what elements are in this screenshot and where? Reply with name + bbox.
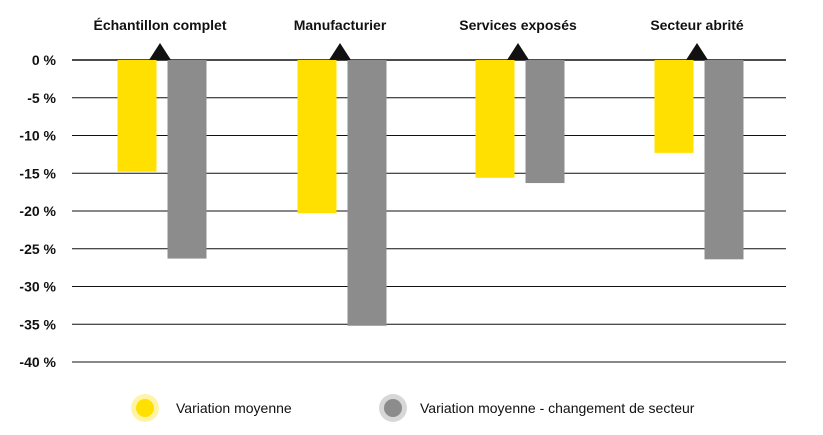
bar-changement-secteur [167,60,207,259]
category-marker-triangle [329,43,351,60]
bar-variation-moyenne [475,60,515,178]
y-tick-label: -5 % [27,90,56,106]
bar-variation-moyenne [297,60,337,214]
legend-swatch [136,399,154,417]
category-marker-triangle [507,43,529,60]
bar-changement-secteur [347,60,387,326]
category-labels: Échantillon complet Manufacturier Services… [93,17,743,33]
category-label: Manufacturier [294,17,387,33]
y-tick-label: -25 % [19,241,56,257]
y-axis-ticks: 0 % -5 % -10 % -15 % -20 % -25 % -30 % -35 % -40… [19,52,56,370]
category-marker-triangle [686,43,708,60]
category-label: Secteur abrité [650,17,744,33]
y-tick-label: 0 % [32,52,57,68]
bars [117,60,744,326]
y-tick-label: -10 % [19,128,56,144]
legend-swatch [384,399,402,417]
bar-variation-moyenne [654,60,694,153]
y-tick-label: -15 % [19,165,56,181]
y-tick-label: -40 % [19,354,56,370]
legend-label: Variation moyenne [176,400,292,416]
legend-label: Variation moyenne - changement de secteu… [420,400,695,416]
category-label: Services exposés [459,17,577,33]
category-marker-triangle [149,43,171,60]
y-tick-label: -30 % [19,279,56,295]
y-tick-label: -20 % [19,203,56,219]
y-tick-label: -35 % [19,316,56,332]
legend: Variation moyenne Variation moyenne - cha… [131,394,695,422]
category-markers [149,43,708,60]
bar-variation-moyenne [117,60,157,172]
bar-changement-secteur [704,60,744,260]
category-label: Échantillon complet [93,17,226,33]
bar-changement-secteur [525,60,565,184]
